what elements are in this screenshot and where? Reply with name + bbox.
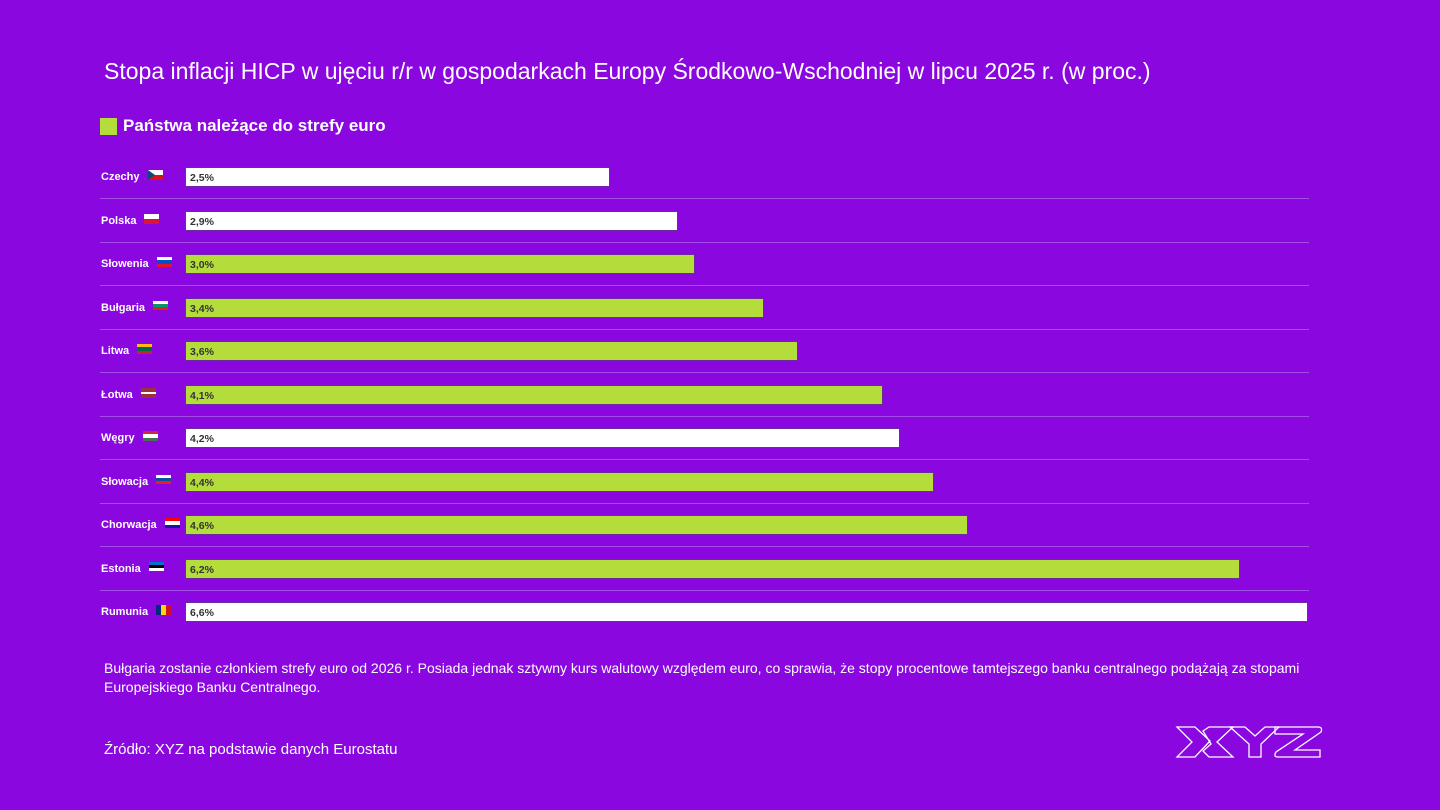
data-label: 4,4% [190,476,214,489]
bar-row: Litwa 3,6% [0,329,1440,373]
bar: 4,1% [185,384,883,405]
bar-row: Chorwacja 4,6% [0,503,1440,547]
bar: 4,2% [185,428,900,448]
category-label: Węgry [101,432,135,444]
data-label: 2,5% [190,172,214,184]
bar-row: Rumunia 6,6% [0,590,1440,634]
bar: 3,0% [185,254,696,274]
row-divider [100,502,1309,504]
flag-icon [157,257,172,267]
bar-row: Polska 2,9% [0,199,1440,243]
bar-row: Węgry 4,2% [0,416,1440,460]
flag-icon [156,605,171,615]
flag-icon [165,518,180,528]
data-label: 3,6% [190,346,214,358]
data-label: 4,6% [190,520,214,532]
row-divider [100,328,1309,330]
bar-row: Bułgaria 3,4% [0,286,1440,330]
flag-icon [153,300,168,311]
flag-icon [148,170,163,180]
category-label: Słowenia [101,258,149,270]
footnote: Bułgaria zostanie członkiem strefy euro … [104,660,1300,695]
flag-icon [149,561,164,572]
row-divider [100,459,1309,460]
chart-title: Stopa inflacji HICP w ujęciu r/r w gospo… [104,58,1151,84]
bar: 3,4% [185,297,764,318]
data-label: 6,6% [190,607,214,619]
legend-swatch [100,117,117,135]
category-label: Estonia [101,562,141,575]
bar-row: Słowenia 3,0% [0,242,1440,286]
bar-row: Słowacja 4,4% [0,460,1440,504]
row-divider [100,546,1309,547]
row-divider [100,415,1309,417]
category-label: Polska [101,214,137,227]
row-divider [100,589,1309,591]
category-label: Słowacja [101,475,149,488]
data-label: 4,1% [190,389,214,402]
source: Źródło: XYZ na podstawie danych Eurostat… [104,741,398,758]
row-divider [100,241,1309,243]
flag-icon [141,387,156,398]
bar: 2,9% [185,210,679,231]
row-divider [100,372,1309,373]
data-label: 2,9% [190,215,214,228]
bar: 2,5% [185,167,611,187]
flag-icon [156,474,171,485]
data-label: 4,2% [190,433,214,445]
data-label: 6,2% [190,563,214,576]
row-divider [100,285,1309,286]
bar-row: Łotwa 4,1% [0,373,1440,417]
category-label: Łotwa [101,388,133,401]
legend: Państwa należące do strefy euro [100,116,386,136]
bar: 4,6% [185,515,968,535]
category-label: Rumunia [101,606,149,618]
category-label: Bułgaria [101,301,146,314]
row-divider [100,198,1309,199]
xyz-logo [1175,726,1323,758]
bar-row: Czechy 2,5% [0,155,1440,199]
category-label: Chorwacja [101,519,157,531]
flag-icon [143,431,158,441]
bar: 3,6% [185,341,798,361]
flag-icon [144,213,159,224]
bar: 4,4% [185,471,934,492]
category-label: Litwa [101,345,130,357]
flag-icon [137,344,152,354]
data-label: 3,4% [190,302,214,315]
legend-label: Państwa należące do strefy euro [123,116,386,135]
bar-row: Estonia 6,2% [0,547,1440,591]
category-label: Czechy [101,171,140,183]
bar: 6,2% [185,558,1240,579]
bar: 6,6% [185,602,1308,622]
data-label: 3,0% [190,259,214,271]
